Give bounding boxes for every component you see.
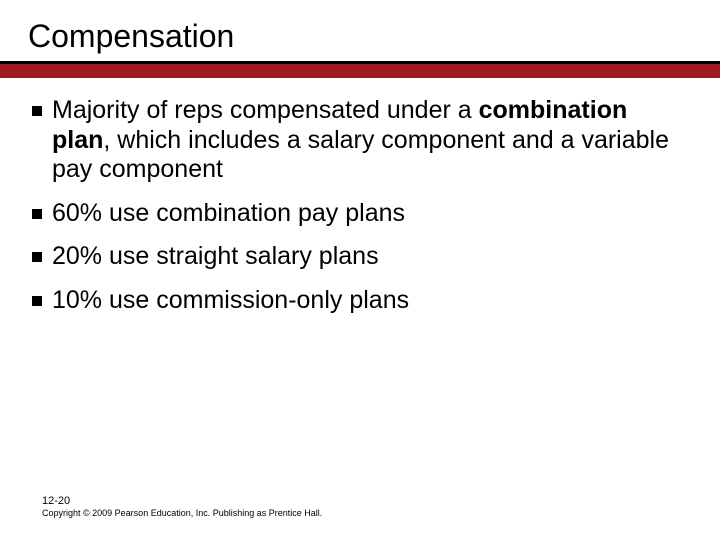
bullet-square-icon bbox=[32, 252, 42, 262]
slide-body: Majority of reps compensated under a com… bbox=[0, 78, 720, 315]
text-run: , which includes a salary component and … bbox=[52, 126, 669, 184]
bullet-item: Majority of reps compensated under a com… bbox=[32, 96, 680, 185]
bullet-square-icon bbox=[32, 296, 42, 306]
slide-number: 12-20 bbox=[42, 495, 322, 507]
accent-bar bbox=[0, 64, 720, 78]
bullet-text: 10% use commission-only plans bbox=[52, 286, 409, 316]
bullet-square-icon bbox=[32, 106, 42, 116]
text-run: Majority of reps compensated under a bbox=[52, 96, 479, 124]
copyright-text: Copyright © 2009 Pearson Education, Inc.… bbox=[42, 508, 322, 518]
bullet-square-icon bbox=[32, 209, 42, 219]
bullet-item: 60% use combination pay plans bbox=[32, 199, 680, 229]
text-run: 20% use straight salary plans bbox=[52, 242, 379, 270]
bullet-text: Majority of reps compensated under a com… bbox=[52, 96, 680, 185]
header-black-band: Compensation bbox=[0, 0, 720, 78]
text-run: 10% use commission-only plans bbox=[52, 286, 409, 314]
text-run: 60% use combination pay plans bbox=[52, 199, 405, 227]
slide-title: Compensation bbox=[28, 18, 234, 54]
bullet-text: 60% use combination pay plans bbox=[52, 199, 405, 229]
bullet-text: 20% use straight salary plans bbox=[52, 242, 379, 272]
bullet-item: 20% use straight salary plans bbox=[32, 242, 680, 272]
slide-footer: 12-20 Copyright © 2009 Pearson Education… bbox=[42, 495, 322, 518]
title-container: Compensation bbox=[0, 0, 720, 64]
bullet-item: 10% use commission-only plans bbox=[32, 286, 680, 316]
